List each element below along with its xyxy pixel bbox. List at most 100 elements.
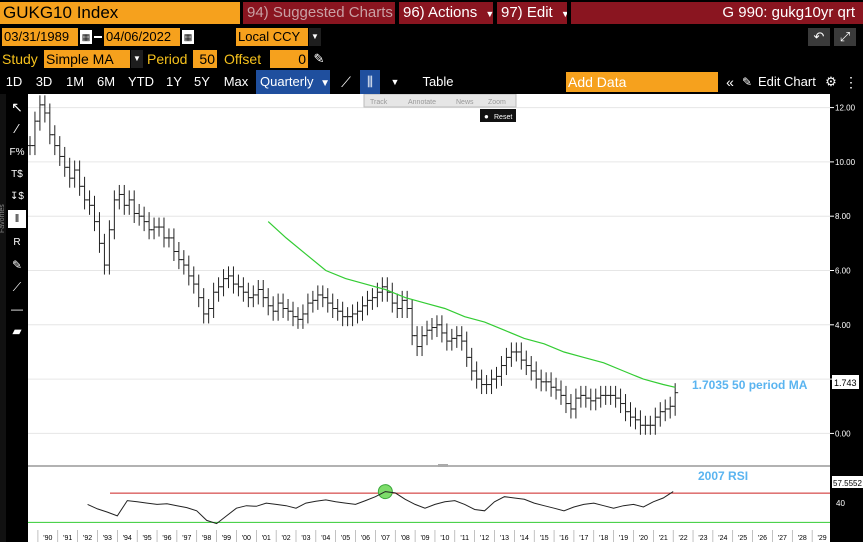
left-tool-panel: Favorites ↖ ⁄ F% T$ ↧$ ‖ R ✎ ⟋ — ▰ xyxy=(0,94,28,542)
x-tick-label: '24 xyxy=(718,535,727,542)
chevron-down-icon: ▼ xyxy=(560,9,567,19)
draw-line-icon[interactable]: ⁄ xyxy=(15,121,19,136)
annotate-button[interactable]: Annotate xyxy=(408,99,436,106)
range-1m[interactable]: 1M xyxy=(65,74,85,89)
x-tick-label: '02 xyxy=(282,535,291,542)
ma-series xyxy=(267,221,676,388)
pen-icon[interactable]: ✎ xyxy=(11,258,23,272)
chevron-down-icon: ▼ xyxy=(320,78,330,89)
rsi-tick-40: 40 xyxy=(836,499,845,508)
x-tick-label: '00 xyxy=(242,535,251,542)
line-chart-icon[interactable]: ⟋ xyxy=(341,74,351,90)
range-3d[interactable]: 3D xyxy=(35,74,53,89)
range-6m[interactable]: 6M xyxy=(96,74,116,89)
x-tick-label: '09 xyxy=(420,535,429,542)
horizontal-line-icon[interactable]: — xyxy=(11,302,23,316)
y-tick-label: 6.00 xyxy=(835,266,851,275)
x-tick-label: '04 xyxy=(321,535,330,542)
panel-resize-handle[interactable] xyxy=(438,464,448,467)
favorites-strip xyxy=(0,94,6,542)
calendar-icon[interactable]: ▦ xyxy=(182,30,194,44)
x-tick-label: '95 xyxy=(143,535,152,542)
period-input[interactable]: 50 xyxy=(193,50,217,68)
study-label: Study xyxy=(2,51,38,67)
x-tick-label: '91 xyxy=(63,535,72,542)
actions-menu[interactable]: 96) Actions ▼ xyxy=(399,2,493,24)
trend-icon[interactable]: T$ xyxy=(11,169,23,180)
pointer-icon[interactable]: ↖ xyxy=(11,99,23,115)
brush-icon[interactable]: ⟋ xyxy=(12,280,22,294)
rsi-value-label: 57.5552 xyxy=(833,479,862,488)
fib-icon[interactable]: F% xyxy=(9,147,25,158)
edit-menu[interactable]: 97) Edit ▼ xyxy=(497,2,567,24)
x-tick-label: '28 xyxy=(798,535,807,542)
ticker-field[interactable]: GUKG10 Index xyxy=(0,2,240,24)
track-button[interactable]: Track xyxy=(370,99,388,106)
price-icon[interactable]: ↧$ xyxy=(10,191,24,202)
range-max[interactable]: Max xyxy=(223,74,249,89)
x-tick-label: '22 xyxy=(679,535,688,542)
x-tick-label: '03 xyxy=(301,535,310,542)
x-tick-label: '94 xyxy=(123,535,132,542)
x-tick-label: '16 xyxy=(559,535,568,542)
edit-chart-button[interactable]: Edit Chart xyxy=(758,74,816,89)
zoom-button[interactable]: Zoom xyxy=(488,99,506,106)
reset-icon: ● xyxy=(484,112,489,121)
x-tick-label: '29 xyxy=(817,535,826,542)
range-1d[interactable]: 1D xyxy=(5,74,23,89)
x-tick-label: '13 xyxy=(500,535,509,542)
x-axis: '90 '91 '92 '93 '94 '95 '96 '97 '98 '99 '00 '01 '02 '… xyxy=(28,530,830,542)
undo-icon[interactable]: ↶ xyxy=(808,28,830,46)
ma-series-label: 1.7035 50 period MA xyxy=(692,378,808,392)
fullscreen-icon[interactable]: ⤢ xyxy=(834,28,856,46)
settings-icon[interactable]: ⚙ xyxy=(825,74,837,89)
x-tick-label: '23 xyxy=(698,535,707,542)
pencil-icon[interactable]: ✎ xyxy=(741,75,753,89)
rsi-series xyxy=(28,484,830,525)
study-select[interactable]: Simple MA xyxy=(44,50,130,68)
y-tick-label: 0.00 xyxy=(835,429,851,438)
reset-button[interactable] xyxy=(480,109,516,122)
x-tick-label: '06 xyxy=(361,535,370,542)
mini-toolbar xyxy=(363,94,517,108)
y-tick-label: 10.00 xyxy=(835,158,856,167)
offset-label: Offset xyxy=(224,51,262,67)
chevron-down-icon[interactable]: ▼ xyxy=(390,77,400,87)
regression-icon[interactable]: R xyxy=(13,237,21,248)
x-tick-label: '14 xyxy=(520,535,529,542)
y-tick-label: 4.00 xyxy=(835,321,851,330)
range-1y[interactable]: 1Y xyxy=(166,74,182,89)
currency-select[interactable]: Local CCY xyxy=(236,28,308,46)
x-tick-label: '18 xyxy=(599,535,608,542)
range-5y[interactable]: 5Y xyxy=(194,74,210,89)
edit-label: 97) Edit xyxy=(501,4,553,21)
frequency-select[interactable]: Quarterly ▼ xyxy=(256,70,330,94)
offset-input[interactable]: 0 xyxy=(270,50,308,68)
x-tick-label: '26 xyxy=(758,535,767,542)
x-tick-label: '97 xyxy=(182,535,191,542)
eraser-icon[interactable]: ▰ xyxy=(12,324,22,338)
add-data-input[interactable]: Add Data xyxy=(566,72,718,92)
last-value-label: 1.743 xyxy=(834,378,857,388)
suggested-charts-button[interactable]: 94) Suggested Charts xyxy=(243,2,395,24)
channel-icon[interactable]: ‖ xyxy=(8,210,26,228)
chevron-down-icon[interactable]: ▼ xyxy=(131,50,143,68)
bar-chart-icon[interactable]: ⫼ xyxy=(360,70,380,94)
more-icon[interactable]: ⋮ xyxy=(844,74,858,90)
x-tick-label: '93 xyxy=(103,535,112,542)
range-ytd[interactable]: YTD xyxy=(128,74,154,89)
price-axis-bg xyxy=(830,94,863,466)
y-tick-label: 12.00 xyxy=(835,104,856,113)
x-tick-label: '08 xyxy=(401,535,410,542)
table-button[interactable]: Table xyxy=(422,74,454,89)
start-date-field[interactable]: 03/31/1989 xyxy=(2,28,78,46)
news-button[interactable]: News xyxy=(456,99,474,106)
rsi-panel xyxy=(28,466,830,530)
calendar-icon[interactable]: ▦ xyxy=(80,30,92,44)
pencil-icon[interactable]: ✎ xyxy=(313,51,325,66)
rsi-label: 2007 RSI xyxy=(698,469,748,483)
collapse-icon[interactable]: « xyxy=(726,74,734,90)
chevron-down-icon[interactable]: ▼ xyxy=(309,28,321,46)
end-date-field[interactable]: 04/06/2022 xyxy=(104,28,180,46)
